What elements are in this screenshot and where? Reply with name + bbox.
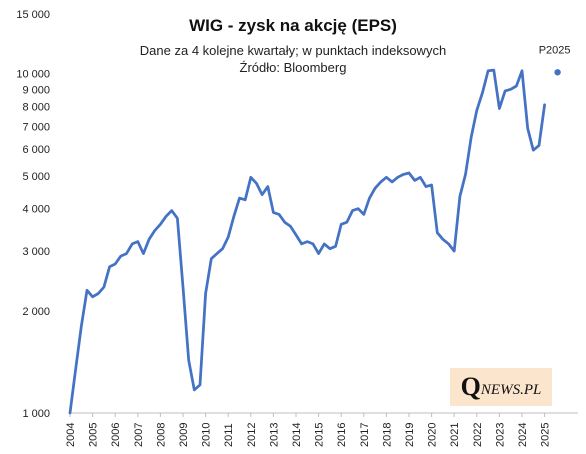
chart-source: Źródło: Bloomberg <box>239 60 347 75</box>
x-tick-label: 2011 <box>223 423 235 447</box>
x-tick-label: 2005 <box>88 423 100 447</box>
logo-text: NEWS.PL <box>480 381 542 398</box>
p2025-point <box>554 69 561 76</box>
chart-subtitle: Dane za 4 kolejne kwartały; w punktach i… <box>139 43 447 58</box>
y-tick-label: 2 000 <box>22 306 50 318</box>
x-tick-label: 2014 <box>291 423 303 447</box>
x-tick-label: 2020 <box>427 423 439 447</box>
x-tick-label: 2019 <box>404 423 416 447</box>
y-tick-label: 7 000 <box>22 121 50 133</box>
x-tick-label: 2015 <box>314 423 326 447</box>
y-tick-label: 10 000 <box>16 69 50 81</box>
x-tick-label: 2008 <box>155 423 167 447</box>
x-tick-label: 2009 <box>178 423 190 447</box>
x-tick-label: 2023 <box>494 423 506 447</box>
x-tick-label: 2017 <box>359 423 371 447</box>
y-tick-label: 9 000 <box>22 84 50 96</box>
x-tick-label: 2024 <box>517 423 529 447</box>
y-tick-label: 4 000 <box>22 204 50 216</box>
x-tick-label: 2004 <box>65 423 77 447</box>
y-tick-label: 3 000 <box>22 246 50 258</box>
x-tick-label: 2010 <box>201 423 213 447</box>
qnews-logo: Q NEWS.PL <box>450 368 552 406</box>
chart-title: WIG - zysk na akcję (EPS) <box>189 16 397 35</box>
x-tick-label: 2006 <box>110 423 122 447</box>
x-tick-label: 2025 <box>540 423 552 447</box>
y-tick-label: 1 000 <box>22 408 50 420</box>
logo-q: Q <box>460 372 481 401</box>
x-tick-label: 2021 <box>449 423 461 447</box>
eps-series-line <box>68 68 546 415</box>
y-tick-label: 6 000 <box>22 144 50 156</box>
y-tick-label: 8 000 <box>22 102 50 114</box>
y-tick-label: 15 000 <box>16 9 50 21</box>
p2025-label: P2025 <box>539 44 571 56</box>
x-tick-label: 2007 <box>133 423 145 447</box>
x-tick-label: 2022 <box>472 423 484 447</box>
x-tick-label: 2018 <box>381 423 393 447</box>
x-tick-label: 2012 <box>246 423 258 447</box>
x-tick-label: 2013 <box>268 423 280 447</box>
y-tick-label: 5 000 <box>22 171 50 183</box>
x-tick-label: 2016 <box>336 423 348 447</box>
